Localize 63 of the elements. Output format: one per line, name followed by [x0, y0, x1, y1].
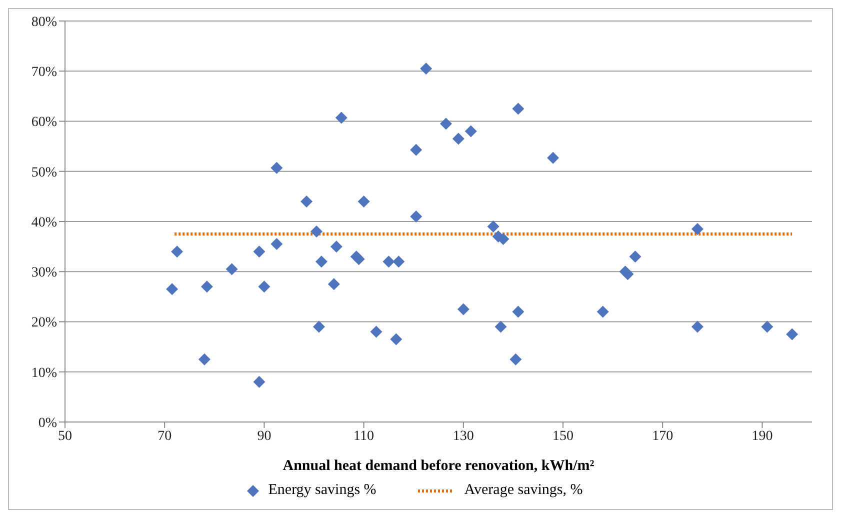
y-tick-label: 40% — [31, 215, 58, 230]
point — [410, 144, 422, 156]
point — [258, 280, 270, 293]
point — [464, 125, 477, 138]
point — [315, 256, 328, 268]
legend-label: Average savings, % — [464, 482, 583, 499]
point — [410, 210, 422, 222]
point — [786, 328, 798, 340]
point — [452, 132, 464, 145]
point — [358, 195, 370, 208]
point — [310, 226, 322, 238]
point — [300, 195, 313, 208]
point — [622, 268, 634, 280]
point — [312, 320, 325, 333]
point — [166, 283, 178, 296]
point — [253, 246, 266, 258]
point — [547, 152, 560, 164]
point — [629, 250, 642, 263]
point — [335, 112, 348, 124]
legend-label: Energy savings % — [268, 482, 376, 499]
point — [510, 353, 522, 366]
point — [270, 238, 283, 250]
point — [440, 118, 452, 130]
x-tick-label: 150 — [552, 428, 574, 444]
point — [390, 333, 402, 346]
point — [761, 320, 774, 333]
point — [198, 353, 210, 366]
y-tick-label: 80% — [31, 14, 58, 30]
x-tick-label: 70 — [158, 428, 172, 444]
x-tick-label: 90 — [257, 428, 272, 444]
point — [691, 223, 704, 236]
point — [330, 240, 342, 253]
x-axis-title: Annual heat demand before renovation, kWh/m² — [282, 458, 595, 474]
y-tick-label: 20% — [31, 316, 58, 331]
point — [691, 320, 704, 333]
point — [596, 306, 609, 318]
x-tick-label: 130 — [452, 428, 474, 444]
y-tick-label: 70% — [31, 65, 58, 80]
point — [457, 303, 470, 316]
point — [270, 162, 283, 174]
point — [487, 220, 500, 233]
x-tick-label: 170 — [652, 428, 674, 444]
point — [253, 376, 266, 388]
y-tick-label: 10% — [31, 366, 58, 381]
point — [494, 320, 507, 333]
point — [200, 280, 213, 293]
y-tick-label: 60% — [31, 115, 58, 130]
point — [352, 253, 365, 266]
x-tick-label: 110 — [354, 428, 374, 444]
point — [226, 263, 238, 276]
point — [171, 246, 184, 258]
point — [512, 102, 524, 115]
point — [382, 256, 395, 268]
x-tick-label: 190 — [752, 428, 773, 444]
y-tick-label: 30% — [31, 266, 58, 281]
point — [328, 278, 340, 290]
point — [370, 326, 382, 338]
x-tick-label: 50 — [58, 428, 72, 444]
point — [512, 306, 524, 318]
point — [420, 62, 432, 75]
y-tick-label: 0% — [38, 416, 58, 431]
point — [392, 256, 405, 268]
y-tick-label: 50% — [31, 165, 58, 180]
